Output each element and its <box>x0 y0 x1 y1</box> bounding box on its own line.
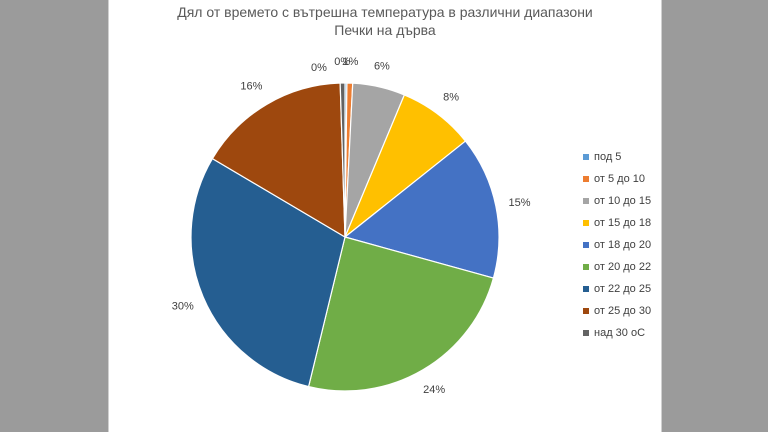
data-label-8: 16% <box>240 81 262 93</box>
data-label-4: 8% <box>443 92 459 104</box>
legend-item: над 30 оС <box>583 322 651 344</box>
legend-swatch <box>583 286 589 292</box>
legend-item: от 22 до 25 <box>583 278 651 300</box>
legend-swatch <box>583 242 589 248</box>
legend-swatch <box>583 154 589 160</box>
legend-label: от 22 до 25 <box>594 283 652 295</box>
legend-swatch <box>583 176 589 182</box>
chart-area: Дял от времето с вътрешна температура в … <box>108 0 662 432</box>
pie-slice-5 <box>343 140 500 279</box>
legend-label: от 15 до 18 <box>594 217 652 229</box>
data-label-7: 30% <box>172 300 194 312</box>
legend-swatch <box>583 308 589 314</box>
legend-label: над 30 оС <box>594 327 646 339</box>
pie-slice-7 <box>190 157 346 388</box>
pie-slice-6 <box>307 236 495 392</box>
data-label-5: 15% <box>508 197 530 209</box>
legend-swatch <box>583 330 589 336</box>
legend-label: под 5 <box>594 151 622 163</box>
legend-swatch <box>583 264 589 270</box>
legend-label: от 25 до 30 <box>594 305 652 317</box>
data-label-3: 6% <box>374 60 390 72</box>
legend-item: под 5 <box>583 146 651 168</box>
data-label-2: 1% <box>343 56 359 68</box>
legend-item: от 10 до 15 <box>583 190 651 212</box>
legend: под 5 от 5 до 10 от 10 до 15 от 15 до 18 от … <box>583 146 651 344</box>
legend-item: от 25 до 30 <box>583 300 651 322</box>
legend-item: от 18 до 20 <box>583 234 651 256</box>
chart-title: Дял от времето с вътрешна температура в … <box>177 4 593 20</box>
pie-chart: 1% 6% 8% 15% 24% 30% 16% 0% 0% <box>172 56 531 396</box>
data-label-6: 24% <box>423 384 445 396</box>
legend-label: от 20 до 22 <box>594 261 652 273</box>
pie-slice-9 <box>339 82 346 238</box>
legend-item: от 20 до 22 <box>583 256 651 278</box>
chart-subtitle: Печки на дърва <box>334 22 436 38</box>
data-label-9: 0% <box>334 56 350 68</box>
legend-label: от 18 до 20 <box>594 239 652 251</box>
legend-swatch <box>583 220 589 226</box>
legend-label: от 10 до 15 <box>594 195 652 207</box>
legend-item: от 5 до 10 <box>583 168 651 190</box>
pie-slice-8 <box>211 82 346 239</box>
legend-label: от 5 до 10 <box>594 173 645 185</box>
legend-item: от 15 до 18 <box>583 212 651 234</box>
legend-swatch <box>583 198 589 204</box>
data-label-extra: 0% <box>311 62 327 74</box>
